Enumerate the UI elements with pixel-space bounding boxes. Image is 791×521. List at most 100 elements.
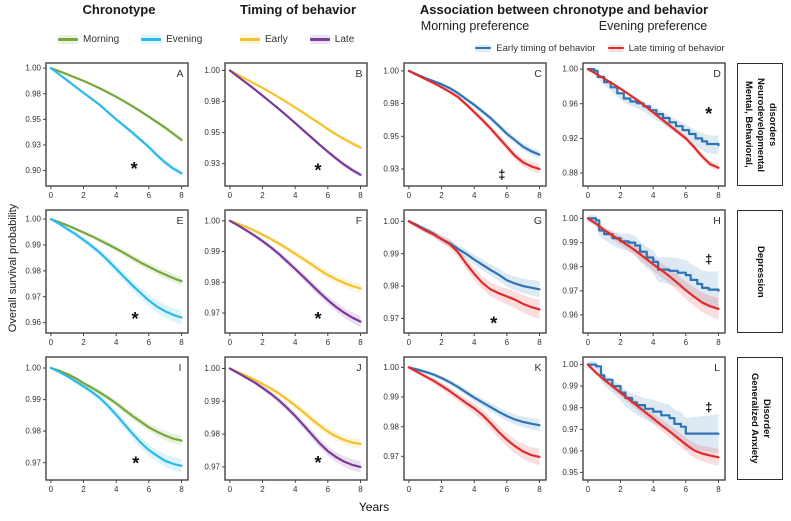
svg-text:0.96: 0.96 <box>25 318 41 327</box>
svg-text:0.99: 0.99 <box>25 395 41 404</box>
svg-text:8: 8 <box>179 338 184 347</box>
significance-marker: ‡ <box>498 167 505 182</box>
svg-text:0.95: 0.95 <box>562 468 578 477</box>
row-label-text: Mental, Behavioral, Neurodevelopmental d… <box>743 77 778 172</box>
svg-text:0.98: 0.98 <box>204 97 220 106</box>
svg-text:0.98: 0.98 <box>562 403 578 412</box>
panel-letter: E <box>176 215 183 227</box>
svg-text:0: 0 <box>228 338 233 347</box>
svg-text:0.88: 0.88 <box>562 169 578 178</box>
legend-item-late-timing-of-behavior: Late timing of behavior <box>607 43 725 54</box>
panel-C: 1.00 0.98 0.95 0.93 0 2 4 6 8 C ‡ <box>374 57 553 204</box>
svg-text:2: 2 <box>618 191 623 200</box>
significance-marker: * <box>131 159 138 179</box>
legend-association: Early timing of behavior Late timing of b… <box>472 43 740 54</box>
panel-letter: K <box>534 362 541 374</box>
panel-letter: C <box>534 68 542 80</box>
svg-text:1.00: 1.00 <box>25 364 41 373</box>
svg-text:1.00: 1.00 <box>562 65 578 74</box>
svg-text:2: 2 <box>260 338 265 347</box>
svg-text:0.96: 0.96 <box>562 311 578 320</box>
svg-text:0.97: 0.97 <box>562 286 578 295</box>
survival-chart-G: 1.00 0.99 0.98 0.97 0 2 4 6 8 G * <box>383 209 547 347</box>
svg-text:1.00: 1.00 <box>25 215 41 224</box>
panel-D: 1.00 0.96 0.92 0.88 0 2 4 6 8 D * <box>553 57 732 204</box>
svg-text:6: 6 <box>326 338 331 347</box>
svg-text:0.95: 0.95 <box>25 115 41 124</box>
morning-line-swatch <box>58 35 78 44</box>
svg-text:0: 0 <box>49 338 54 347</box>
svg-text:8: 8 <box>358 485 363 494</box>
significance-marker: ‡ <box>705 400 712 415</box>
svg-text:0.99: 0.99 <box>25 241 41 250</box>
panels-grid: 1.00 0.98 0.95 0.93 0.90 0 2 4 6 8 A * 1.00 0.98 0.95 0… <box>16 57 732 498</box>
svg-text:0.93: 0.93 <box>383 165 399 174</box>
svg-text:1.00: 1.00 <box>562 360 578 369</box>
svg-text:0.93: 0.93 <box>25 141 41 150</box>
svg-text:0: 0 <box>228 485 233 494</box>
significance-marker: * <box>132 453 139 473</box>
row-label-text: Generalized Anxiety Disorder <box>749 373 772 464</box>
svg-text:0.95: 0.95 <box>383 132 399 141</box>
panel-letter: L <box>714 362 720 374</box>
late-line-swatch <box>309 35 330 44</box>
svg-text:0.99: 0.99 <box>562 382 578 391</box>
header-timing-of-behavior: Timing of behavior <box>239 2 357 17</box>
svg-text:0.97: 0.97 <box>25 292 41 301</box>
svg-text:8: 8 <box>179 191 184 200</box>
legend-label: Early <box>265 34 288 45</box>
svg-text:0.98: 0.98 <box>383 282 399 291</box>
svg-text:4: 4 <box>651 338 656 347</box>
svg-text:0.99: 0.99 <box>383 393 399 402</box>
svg-text:1.00: 1.00 <box>383 363 399 372</box>
svg-text:2: 2 <box>618 338 623 347</box>
row-label-text: Depression <box>754 245 766 298</box>
svg-text:8: 8 <box>537 338 542 347</box>
panel-letter: A <box>176 68 183 80</box>
svg-text:6: 6 <box>505 485 510 494</box>
svg-text:0.98: 0.98 <box>25 427 41 436</box>
svg-text:2: 2 <box>618 485 623 494</box>
svg-text:6: 6 <box>147 485 152 494</box>
legend-label: Evening <box>166 34 203 45</box>
svg-text:0: 0 <box>407 485 412 494</box>
svg-text:0: 0 <box>228 191 233 200</box>
survival-chart-B: 1.00 0.98 0.95 0.93 0 2 4 6 8 B * <box>204 62 368 200</box>
svg-text:4: 4 <box>472 191 477 200</box>
svg-text:8: 8 <box>537 485 542 494</box>
svg-text:2: 2 <box>81 191 86 200</box>
svg-text:6: 6 <box>684 485 689 494</box>
svg-text:0: 0 <box>586 191 591 200</box>
survival-chart-L: 1.00 0.99 0.98 0.97 0.96 0.95 0 2 4 6 8 L ‡ <box>562 356 726 494</box>
svg-text:4: 4 <box>114 485 119 494</box>
svg-text:2: 2 <box>439 485 444 494</box>
svg-text:0: 0 <box>49 191 54 200</box>
svg-text:2: 2 <box>81 338 86 347</box>
subheader-morning-preference: Morning preference <box>420 19 530 33</box>
svg-text:1.00: 1.00 <box>562 214 578 223</box>
svg-text:0.98: 0.98 <box>25 267 41 276</box>
panel-I: 1.00 0.99 0.98 0.97 0 2 4 6 8 I * <box>16 351 195 498</box>
panel-letter: I <box>179 362 182 374</box>
survival-chart-E: 1.00 0.99 0.98 0.97 0.96 0 2 4 6 8 E * <box>25 209 189 347</box>
svg-text:1.00: 1.00 <box>204 66 220 75</box>
svg-text:2: 2 <box>260 191 265 200</box>
significance-marker: * <box>131 309 138 329</box>
significance-marker: * <box>314 453 321 473</box>
svg-text:0: 0 <box>586 338 591 347</box>
svg-text:4: 4 <box>472 485 477 494</box>
header-chronotype: Chronotype <box>82 2 156 17</box>
svg-text:0.99: 0.99 <box>204 397 220 406</box>
svg-text:4: 4 <box>293 191 298 200</box>
svg-text:4: 4 <box>293 485 298 494</box>
svg-text:0.98: 0.98 <box>25 89 41 98</box>
svg-text:6: 6 <box>505 191 510 200</box>
panel-K: 1.00 0.99 0.98 0.97 0 2 4 6 8 K <box>374 351 553 498</box>
survival-chart-I: 1.00 0.99 0.98 0.97 0 2 4 6 8 I * <box>25 356 189 494</box>
panel-letter: H <box>713 215 721 227</box>
svg-text:4: 4 <box>114 191 119 200</box>
svg-text:8: 8 <box>716 338 721 347</box>
svg-text:0.99: 0.99 <box>204 247 220 256</box>
late-timing-of-behavior-line-swatch <box>607 45 624 52</box>
svg-text:1.00: 1.00 <box>383 67 399 76</box>
